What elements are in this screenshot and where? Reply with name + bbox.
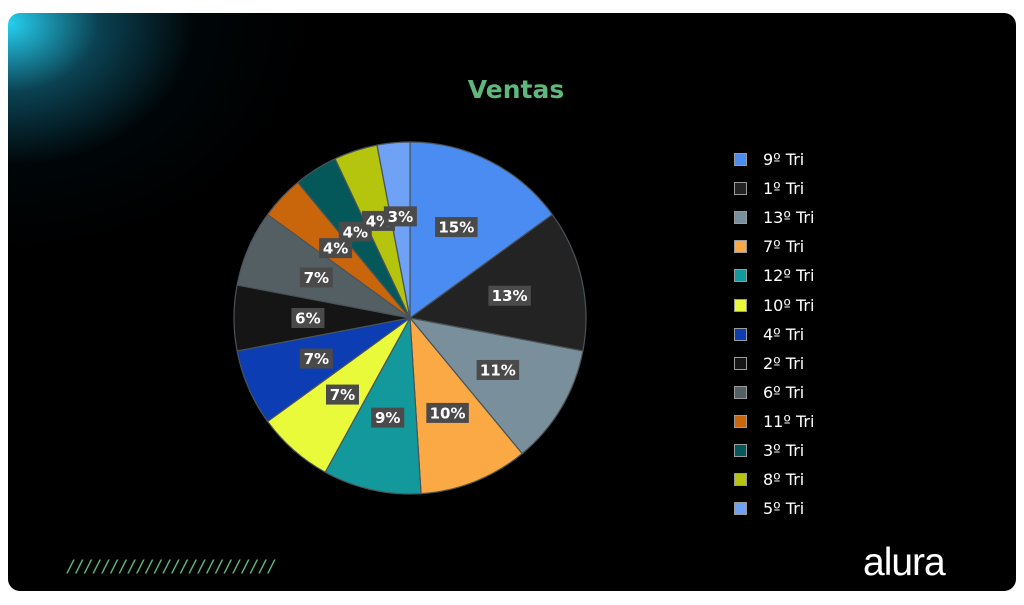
legend-item: 6º Tri <box>734 378 814 407</box>
legend-label: 3º Tri <box>763 440 805 460</box>
legend-label: 13º Tri <box>763 208 815 228</box>
data-label-text: 11% <box>480 361 516 379</box>
legend-item: 8º Tri <box>734 465 814 494</box>
legend-label: 6º Tri <box>763 382 805 402</box>
legend-swatch <box>734 385 747 399</box>
legend-item: 12º Tri <box>734 261 814 290</box>
data-label-box <box>476 359 520 380</box>
slice-data-label-5: 9% <box>371 407 405 428</box>
legend-item: 9º Tri <box>734 145 814 174</box>
legend-label: 2º Tri <box>763 353 805 373</box>
data-label-text: 13% <box>492 287 528 305</box>
legend-swatch <box>734 473 747 487</box>
data-label-text: 10% <box>430 404 466 422</box>
slice-data-label-8: 6% <box>291 308 325 328</box>
data-label-box <box>299 348 333 369</box>
legend-label: 7º Tri <box>763 237 805 257</box>
decorative-stripes: //////////////////////// <box>66 557 277 577</box>
data-label-text: 7% <box>304 350 329 368</box>
legend-item: 7º Tri <box>734 232 814 261</box>
data-label-box <box>319 238 353 259</box>
legend-item: 4º Tri <box>734 320 814 349</box>
pie-chart: 15%13%11%10%9%7%7%6%7%4%4%4%3% <box>233 141 587 495</box>
data-label-text: 3% <box>388 208 413 226</box>
legend-label: 4º Tri <box>763 324 805 344</box>
alura-logo: alura <box>863 541 946 584</box>
slice-data-label-7: 7% <box>299 348 333 369</box>
legend-label: 12º Tri <box>763 266 815 286</box>
legend-swatch <box>734 269 747 283</box>
legend-item: 11º Tri <box>734 407 814 436</box>
legend-item: 2º Tri <box>734 349 814 378</box>
pie-slice-1 <box>409 141 554 320</box>
legend-label: 9º Tri <box>763 150 805 170</box>
legend-label: 1º Tri <box>763 179 805 199</box>
data-label-box <box>435 217 478 238</box>
slice-data-label-3: 11% <box>476 359 520 380</box>
legend-label: 8º Tri <box>763 470 805 490</box>
legend-swatch <box>734 182 747 196</box>
pie-slice-3 <box>408 317 584 455</box>
data-label-box <box>426 402 469 423</box>
data-label-box <box>383 206 417 227</box>
data-label-box <box>371 407 405 428</box>
legend-item: 3º Tri <box>734 436 814 465</box>
legend-swatch <box>734 502 747 516</box>
pie-slice-2 <box>408 213 587 352</box>
slice-data-label-6: 7% <box>325 384 359 405</box>
pie-slice-5 <box>324 315 422 495</box>
legend-item: 1º Tri <box>734 174 814 203</box>
data-label-text: 7% <box>304 269 329 287</box>
chart-legend: 9º Tri 1º Tri 13º Tri 7º Tri 12º Tri 10º Tri 4… <box>734 145 814 523</box>
chart-title: Ventas <box>467 75 565 104</box>
slice-data-label-1: 15% <box>435 217 478 238</box>
legend-swatch <box>734 298 747 312</box>
chart-card: Ventas 15% 13% 11% 10% 9% 7% 7% 6% 7% 4% 4% 4% 3% 9º… <box>8 13 1016 591</box>
data-label-text: 6% <box>295 310 320 328</box>
data-label-text: 4% <box>343 223 368 241</box>
data-label-box <box>488 285 531 306</box>
slice-data-label-9: 7% <box>299 267 333 288</box>
legend-swatch <box>734 327 747 341</box>
data-label-text: 15% <box>438 219 474 237</box>
legend-swatch <box>734 356 747 370</box>
legend-item: 13º Tri <box>734 203 814 232</box>
legend-swatch <box>734 211 747 225</box>
legend-label: 5º Tri <box>763 499 805 519</box>
legend-label: 11º Tri <box>763 411 815 431</box>
legend-item: 5º Tri <box>734 494 814 523</box>
slice-data-label-4: 10% <box>426 402 469 423</box>
slice-data-label-10: 4% <box>319 238 353 259</box>
data-label-box <box>291 308 325 328</box>
data-label-box <box>299 267 333 288</box>
data-label-box <box>325 384 359 405</box>
legend-swatch <box>734 414 747 428</box>
slice-data-label-2: 13% <box>488 285 531 306</box>
data-label-text: 4% <box>323 240 348 258</box>
legend-swatch <box>734 153 747 167</box>
data-label-text: 7% <box>330 386 355 404</box>
legend-item: 10º Tri <box>734 290 814 319</box>
data-label-text: 9% <box>375 409 400 427</box>
legend-swatch <box>734 240 747 254</box>
slice-data-label-13: 3% <box>383 206 417 227</box>
legend-swatch <box>734 443 747 457</box>
legend-label: 10º Tri <box>763 295 815 315</box>
